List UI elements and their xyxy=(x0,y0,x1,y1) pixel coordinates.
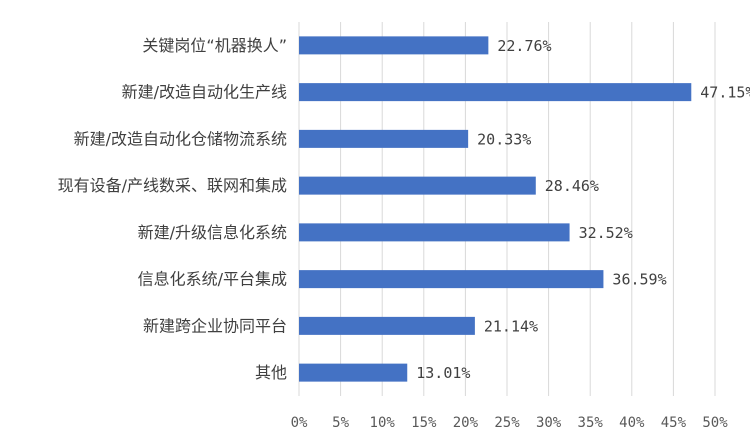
category-labels: 关键岗位“机器换人” 新建/改造自动化生产线新建/改造自动化仓储物流系统现有设备/… xyxy=(58,36,287,382)
bar-layer xyxy=(299,36,692,382)
bar xyxy=(299,316,475,335)
category-label: 新建/改造自动化生产线 xyxy=(122,83,287,102)
category-label: 新建/升级信息化系统 xyxy=(138,223,287,242)
x-tick-label: 5% xyxy=(332,415,349,431)
data-label: 20.33% xyxy=(477,130,531,148)
data-label: 47.15% xyxy=(700,84,750,102)
x-tick-label: 50% xyxy=(702,415,728,431)
category-label: 新建/改造自动化仓储物流系统 xyxy=(74,129,287,148)
category-label: 关键岗位“机器换人” xyxy=(142,36,287,55)
bar xyxy=(299,129,469,148)
x-tick-label: 10% xyxy=(370,415,396,431)
x-tick-label: 40% xyxy=(619,415,645,431)
value-labels: 22.76% 47.15% 20.33% 28.46% 32.52% 36.59% 21.1… xyxy=(416,37,750,382)
category-label: 信息化系统/平台集成 xyxy=(138,270,287,289)
x-tick-label: 45% xyxy=(661,415,687,431)
data-label: 22.76% xyxy=(497,37,551,55)
data-label: 36.59% xyxy=(612,271,666,289)
x-tick-label: 20% xyxy=(453,415,479,431)
bar xyxy=(299,36,489,55)
data-label: 13.01% xyxy=(416,364,470,382)
x-tick-label: 30% xyxy=(536,415,562,431)
bar xyxy=(299,83,692,102)
bar xyxy=(299,223,570,242)
x-axis-tick-labels: 0% 5% 10% 15% 20% 25% 30% 35% 40% 45% 50% xyxy=(291,415,729,431)
grid-layer xyxy=(298,22,716,396)
data-label: 21.14% xyxy=(484,317,538,335)
category-label: 现有设备/产线数采、联网和集成 xyxy=(58,176,287,195)
x-tick-label: 0% xyxy=(291,415,308,431)
bar xyxy=(299,270,604,289)
category-label: 其他 xyxy=(255,363,287,382)
category-label: 新建跨企业协同平台 xyxy=(143,316,287,335)
x-tick-label: 25% xyxy=(494,415,520,431)
data-label: 28.46% xyxy=(545,177,599,195)
x-tick-label: 35% xyxy=(578,415,604,431)
bar xyxy=(299,363,408,382)
bar xyxy=(299,176,536,195)
x-tick-label: 15% xyxy=(411,415,437,431)
data-label: 32.52% xyxy=(579,224,633,242)
